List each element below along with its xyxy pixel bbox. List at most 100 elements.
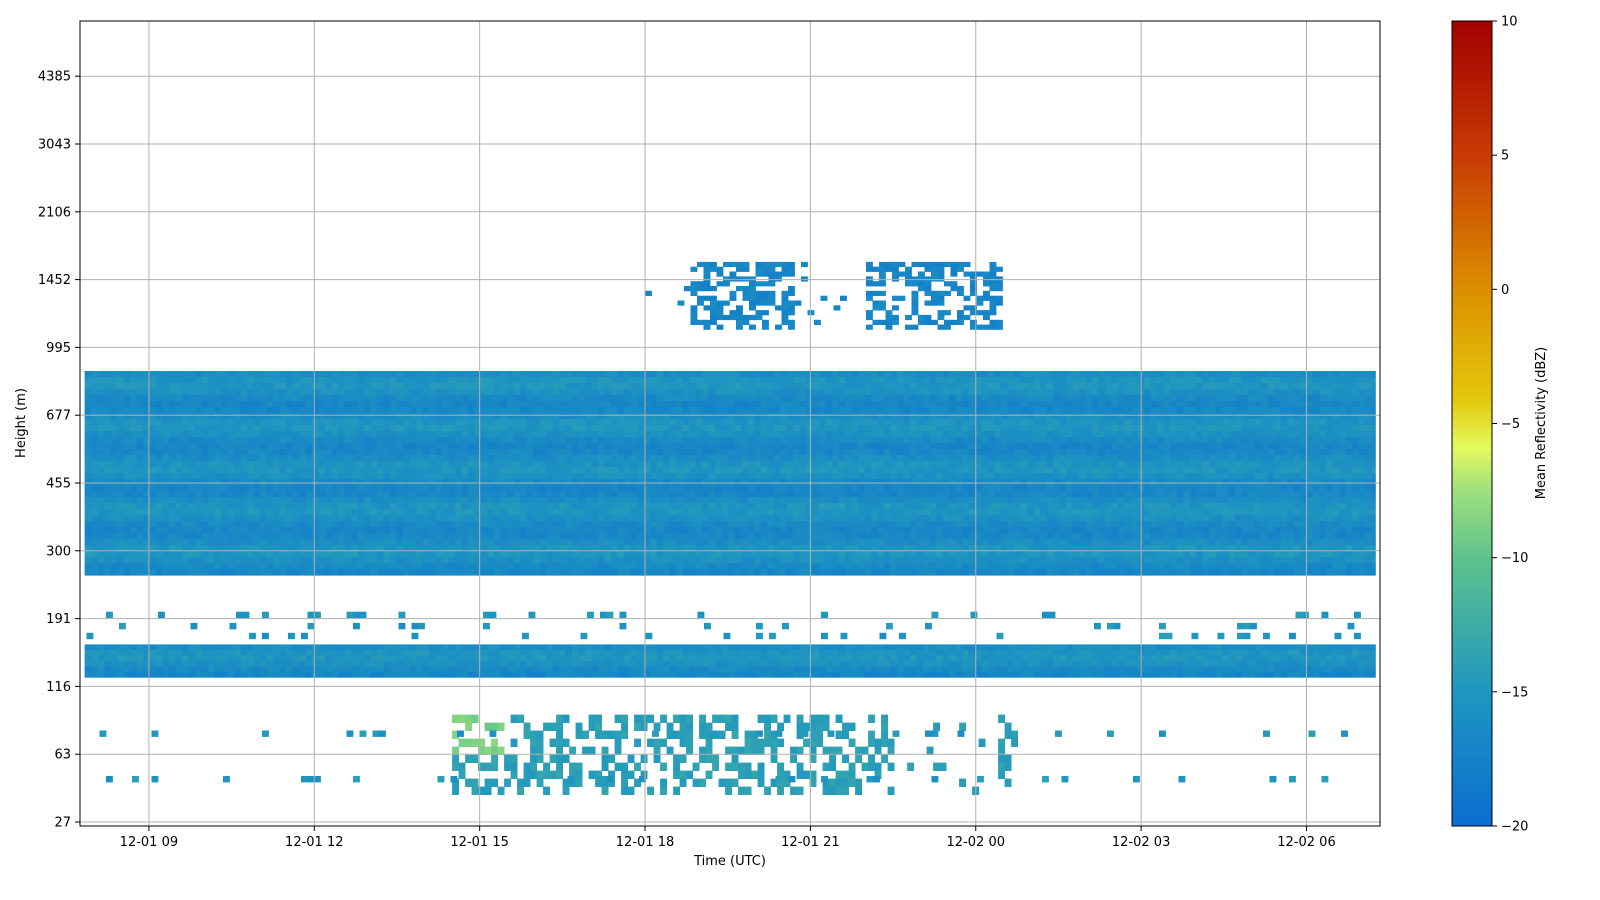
heatmap-cell [604, 473, 612, 480]
heatmap-cell [1176, 431, 1184, 438]
heatmap-cell [1306, 419, 1314, 426]
heatmap-cell [234, 425, 241, 432]
heatmap-cell [195, 425, 202, 432]
heatmap-cell [955, 383, 963, 390]
heatmap-cell [871, 467, 878, 474]
heatmap-cell [871, 443, 878, 450]
heatmap-cell [1079, 425, 1086, 432]
heatmap-cell [1235, 461, 1242, 468]
heatmap-cell [1033, 443, 1041, 450]
heatmap-cell [949, 455, 956, 462]
heatmap-cell [890, 443, 898, 450]
heatmap-cell [929, 491, 937, 498]
heatmap-cell [299, 515, 306, 522]
heatmap-cell [1001, 371, 1008, 378]
heatmap-cell [474, 437, 482, 444]
heatmap-cell [708, 425, 716, 432]
heatmap-cell [637, 413, 644, 420]
heatmap-cell [1352, 509, 1359, 516]
heatmap-cell [1293, 449, 1301, 456]
heatmap-cell [942, 485, 950, 492]
heatmap-cell [1027, 467, 1034, 474]
heatmap-cell [1332, 389, 1340, 396]
heatmap-cell [721, 485, 729, 492]
heatmap-cell [663, 377, 670, 384]
heatmap-cell [1196, 443, 1203, 450]
heatmap-cell [455, 485, 462, 492]
heatmap-cell [1033, 395, 1041, 402]
heatmap-cell [104, 479, 111, 486]
heatmap-cell [1339, 461, 1346, 468]
heatmap-cell [754, 473, 761, 480]
heatmap-cell [585, 413, 592, 420]
heatmap-cell [975, 509, 982, 516]
heatmap-cell [1046, 401, 1054, 408]
heatmap-cell [1222, 509, 1229, 516]
heatmap-cell [461, 479, 469, 486]
heatmap-cell [1033, 419, 1041, 426]
heatmap-cell [1319, 473, 1327, 480]
heatmap-cell [305, 473, 313, 480]
heatmap-cell [689, 455, 696, 462]
heatmap-cell [338, 509, 345, 516]
heatmap-cell [331, 377, 339, 384]
heatmap-cell [916, 443, 924, 450]
heatmap-cell [890, 377, 898, 384]
heatmap-cell [1014, 491, 1021, 498]
heatmap-cell [240, 449, 248, 456]
heatmap-cell [1202, 467, 1210, 474]
heatmap-cell [247, 419, 254, 426]
heatmap-cell [786, 515, 794, 522]
heatmap-cell [162, 449, 170, 456]
heatmap-cell [299, 467, 306, 474]
heatmap-cell [942, 425, 950, 432]
heatmap-cell [1046, 425, 1054, 432]
heatmap-cell [1196, 503, 1203, 510]
heatmap-cell [240, 383, 248, 390]
heatmap-cell [1092, 509, 1099, 516]
heatmap-cell [559, 515, 566, 522]
heatmap-cell [1196, 461, 1203, 468]
heatmap-cell [637, 461, 644, 468]
heatmap-cell [221, 443, 228, 450]
heatmap-cell [806, 467, 813, 474]
heatmap-cell [312, 371, 319, 378]
heatmap-cell [747, 425, 755, 432]
heatmap-cell [1111, 395, 1119, 402]
heatmap-cell [507, 509, 514, 516]
heatmap-cell [572, 395, 579, 402]
heatmap-cell [910, 455, 917, 462]
heatmap-cell [208, 407, 215, 414]
heatmap-cell [533, 503, 540, 510]
heatmap-cell [910, 515, 917, 522]
heatmap-cell [695, 515, 703, 522]
heatmap-cell [1111, 419, 1119, 426]
heatmap-cell [1085, 461, 1093, 468]
heatmap-cell [1085, 425, 1093, 432]
heatmap-cell [169, 377, 176, 384]
heatmap-cell [702, 491, 709, 498]
heatmap-cell [162, 461, 170, 468]
heatmap-cell [1144, 383, 1151, 390]
heatmap-cell [669, 377, 677, 384]
heatmap-cell [929, 515, 937, 522]
heatmap-cell [708, 485, 716, 492]
heatmap-cell [1215, 479, 1223, 486]
heatmap-cell [357, 437, 365, 444]
heatmap-cell [305, 491, 313, 498]
heatmap-cell [396, 485, 404, 492]
heatmap-cell [1150, 479, 1158, 486]
heatmap-cell [273, 371, 280, 378]
heatmap-cell [702, 467, 709, 474]
heatmap-cell [812, 401, 820, 408]
heatmap-cell [702, 449, 709, 456]
heatmap-cell [188, 497, 196, 504]
heatmap-cell [292, 371, 300, 378]
heatmap-cell [195, 491, 202, 498]
heatmap-cell [474, 461, 482, 468]
heatmap-cell [351, 455, 358, 462]
heatmap-cell [1020, 419, 1028, 426]
heatmap-cell [1345, 485, 1353, 492]
heatmap-cell [669, 455, 677, 462]
heatmap-cell [1352, 479, 1359, 486]
